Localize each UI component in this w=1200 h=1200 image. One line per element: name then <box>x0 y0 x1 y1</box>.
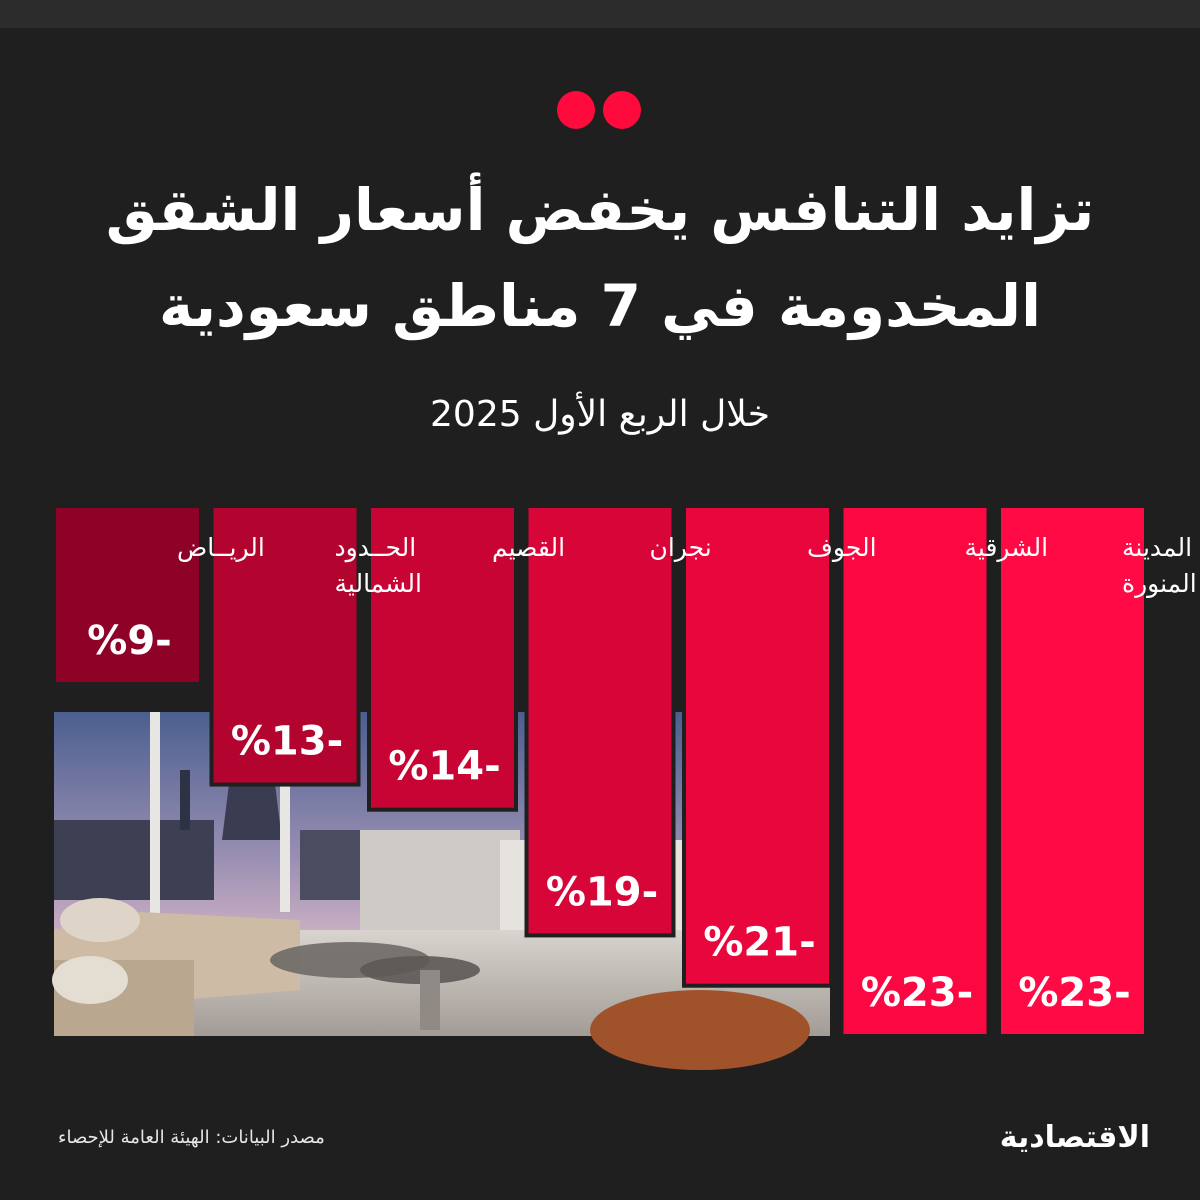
bar <box>524 504 676 938</box>
category-label: الريــاض <box>177 533 265 562</box>
bar <box>997 504 1148 1038</box>
value-label: %23- <box>1018 970 1130 1016</box>
publisher-logo: الاقتصادية <box>999 1120 1151 1155</box>
value-label: %13- <box>231 719 343 765</box>
category-label: المدينة <box>1122 533 1192 562</box>
value-label: %9- <box>87 618 172 664</box>
category-label: القصيم <box>492 533 565 563</box>
title-line-1: تزايد التنافس يخفض أسعار الشقق <box>105 176 1095 244</box>
value-label: %19- <box>546 869 658 915</box>
data-source: مصدر البيانات: الهيئة العامة للإحصاء <box>58 1127 325 1148</box>
title-line-2: المخدومة في 7 مناطق سعودية <box>159 272 1041 340</box>
red-dot-icon <box>603 91 641 129</box>
bar <box>52 504 203 686</box>
category-label: نجران <box>650 533 712 562</box>
value-label: %14- <box>388 744 500 790</box>
category-label: الجوف <box>807 533 877 562</box>
bars-group: المدينة المنورة %23- الشرقية %23- الجوف %21- نج… <box>52 504 1197 1038</box>
bar <box>839 504 991 1038</box>
category-label: الشمالية <box>335 569 423 598</box>
red-dot-icon <box>557 91 595 129</box>
category-label: المنورة <box>1122 569 1197 598</box>
bar <box>682 504 833 988</box>
bar <box>209 504 361 787</box>
chart-title: تزايد التنافس يخفض أسعار الشقق المخدومة … <box>40 162 1160 354</box>
brand-dots-icon <box>557 91 643 129</box>
chart-subtitle: خلال الربع الأول 2025 <box>430 394 770 435</box>
top-strip <box>0 0 1200 28</box>
category-label: الحــدود <box>335 533 417 563</box>
category-label: الشرقية <box>965 533 1049 562</box>
value-label: %23- <box>861 970 973 1016</box>
value-label: %21- <box>703 920 815 966</box>
bar <box>367 504 518 812</box>
